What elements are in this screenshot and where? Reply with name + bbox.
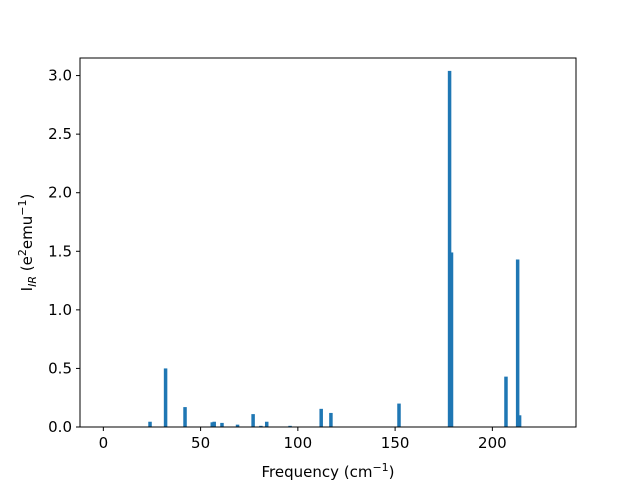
x-tick-label: 0: [99, 434, 109, 452]
plot-frame: [79, 57, 577, 428]
bar: [235, 424, 240, 427]
bar: [183, 407, 187, 427]
bar: [264, 421, 269, 427]
bar: [517, 415, 522, 427]
bar: [504, 376, 508, 427]
bar: [210, 422, 215, 427]
x-tick-label: 100: [284, 434, 313, 452]
x-tick-label: 200: [478, 434, 507, 452]
x-tick-label: 150: [381, 434, 410, 452]
bar-series: [148, 70, 522, 427]
bar: [397, 403, 401, 427]
y-tick-label: 2.5: [48, 125, 72, 143]
bar: [220, 422, 224, 427]
bar: [251, 414, 255, 427]
x-axis-ticks: 0 50 100 150 200: [99, 427, 507, 452]
y-tick-label: 1.0: [48, 301, 72, 319]
x-tick-label: 50: [191, 434, 210, 452]
y-axis-ticks: 0.0 0.5 1.0 1.5 2.0 2.5 3.0: [48, 67, 80, 436]
y-tick-label: 0.5: [48, 359, 72, 377]
y-tick-label: 2.0: [48, 184, 72, 202]
y-tick-label: 0.0: [48, 418, 72, 436]
bar: [163, 368, 168, 427]
y-axis-label: IIR (e2emu−1): [16, 194, 39, 292]
bar: [515, 259, 520, 427]
bar: [259, 425, 263, 427]
y-tick-label: 1.5: [48, 242, 72, 260]
y-tick-label: 3.0: [48, 67, 72, 85]
x-axis-label: Frequency (cm−1): [261, 461, 394, 480]
bar: [148, 421, 152, 427]
bar: [212, 421, 216, 427]
bar: [329, 412, 333, 427]
bar: [447, 70, 452, 427]
bar: [319, 408, 323, 427]
bar: [449, 252, 454, 427]
bar: [288, 425, 292, 427]
